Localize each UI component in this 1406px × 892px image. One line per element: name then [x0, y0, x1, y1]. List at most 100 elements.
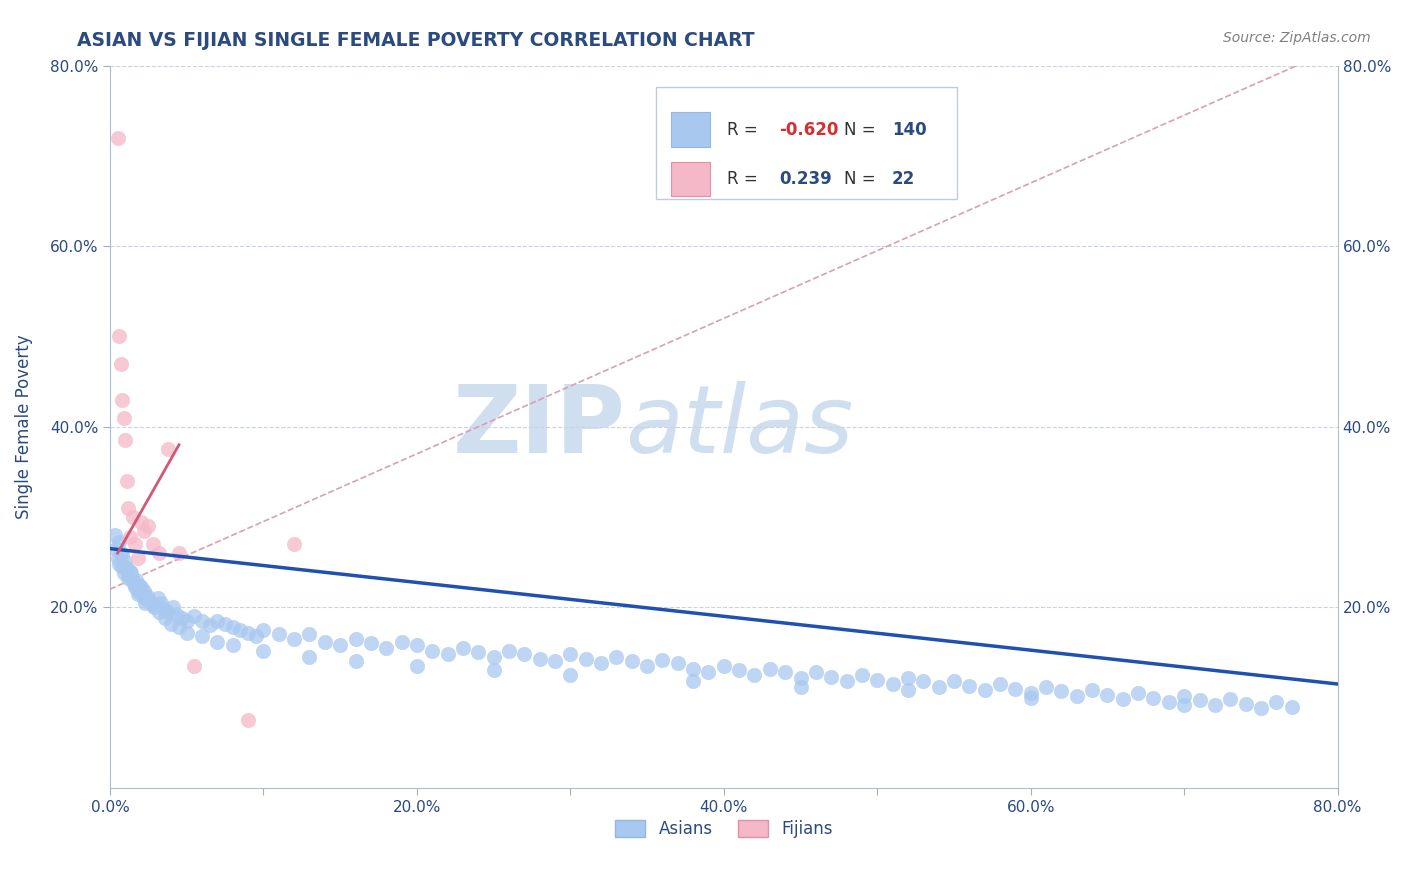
- Point: [1050, 684, 1073, 698]
- Point: [128, 578, 150, 592]
- Point: [138, 593, 160, 607]
- Point: [222, 620, 245, 634]
- Point: [1234, 697, 1257, 711]
- Point: [1204, 698, 1226, 712]
- Point: [236, 625, 259, 640]
- Point: [245, 629, 267, 643]
- Text: atlas: atlas: [626, 381, 853, 472]
- Point: [167, 620, 190, 634]
- Point: [1281, 699, 1303, 714]
- Text: 22: 22: [891, 170, 915, 188]
- Point: [1250, 701, 1272, 715]
- Point: [111, 548, 134, 562]
- Bar: [671, 112, 710, 147]
- Point: [146, 591, 169, 606]
- Point: [436, 647, 458, 661]
- Point: [207, 634, 229, 648]
- Point: [1019, 686, 1042, 700]
- Point: [111, 392, 134, 407]
- Point: [697, 665, 720, 680]
- Point: [575, 651, 598, 665]
- Point: [252, 623, 274, 637]
- Point: [138, 519, 160, 533]
- Point: [651, 653, 673, 667]
- Point: [229, 623, 252, 637]
- Point: [124, 581, 146, 595]
- Point: [252, 643, 274, 657]
- Point: [329, 638, 352, 652]
- Point: [789, 680, 811, 694]
- Point: [988, 677, 1011, 691]
- Point: [108, 535, 131, 549]
- Point: [152, 602, 174, 616]
- Point: [157, 605, 180, 619]
- Bar: [671, 161, 710, 196]
- Point: [1081, 683, 1104, 698]
- Point: [1035, 680, 1057, 694]
- Point: [132, 591, 155, 606]
- Point: [820, 670, 842, 684]
- Point: [143, 600, 166, 615]
- Point: [129, 515, 152, 529]
- Point: [1004, 681, 1026, 696]
- Point: [482, 649, 505, 664]
- Point: [167, 546, 190, 560]
- Point: [682, 674, 704, 689]
- Point: [773, 665, 796, 680]
- Point: [267, 627, 290, 641]
- Point: [107, 550, 129, 565]
- Point: [117, 500, 139, 515]
- Point: [835, 674, 858, 689]
- Point: [103, 528, 125, 542]
- Point: [112, 566, 135, 580]
- Point: [1173, 698, 1195, 712]
- Point: [928, 680, 950, 694]
- Point: [108, 557, 131, 571]
- Point: [132, 524, 155, 538]
- Text: R =: R =: [727, 120, 763, 139]
- Point: [620, 655, 643, 669]
- Point: [122, 574, 145, 589]
- Point: [943, 674, 966, 689]
- Point: [183, 659, 205, 673]
- Text: 140: 140: [891, 120, 927, 139]
- Point: [198, 618, 221, 632]
- Point: [1188, 693, 1211, 707]
- Point: [897, 671, 920, 685]
- Point: [122, 510, 145, 524]
- Point: [1265, 695, 1288, 709]
- Point: [114, 559, 136, 574]
- Point: [420, 643, 443, 657]
- Point: [135, 590, 157, 604]
- Point: [912, 674, 935, 689]
- Point: [191, 614, 214, 628]
- Point: [112, 410, 135, 425]
- Point: [560, 647, 582, 661]
- Point: [108, 329, 131, 343]
- Point: [467, 645, 489, 659]
- Point: [131, 587, 153, 601]
- Point: [482, 664, 505, 678]
- Text: Source: ZipAtlas.com: Source: ZipAtlas.com: [1223, 31, 1371, 45]
- Point: [529, 651, 551, 665]
- Point: [1019, 690, 1042, 705]
- Point: [1157, 695, 1180, 709]
- Point: [589, 657, 612, 671]
- Point: [1173, 689, 1195, 703]
- Point: [110, 546, 132, 560]
- Point: [141, 596, 163, 610]
- Point: [118, 530, 141, 544]
- Point: [207, 614, 229, 628]
- Legend: Asians, Fijians: Asians, Fijians: [609, 813, 839, 845]
- Point: [744, 668, 766, 682]
- Point: [114, 555, 136, 569]
- Point: [360, 636, 382, 650]
- Point: [973, 683, 995, 698]
- Point: [298, 649, 321, 664]
- Point: [866, 673, 889, 687]
- Point: [391, 634, 413, 648]
- Point: [124, 578, 146, 592]
- Point: [713, 659, 735, 673]
- Point: [148, 605, 170, 619]
- Point: [191, 629, 214, 643]
